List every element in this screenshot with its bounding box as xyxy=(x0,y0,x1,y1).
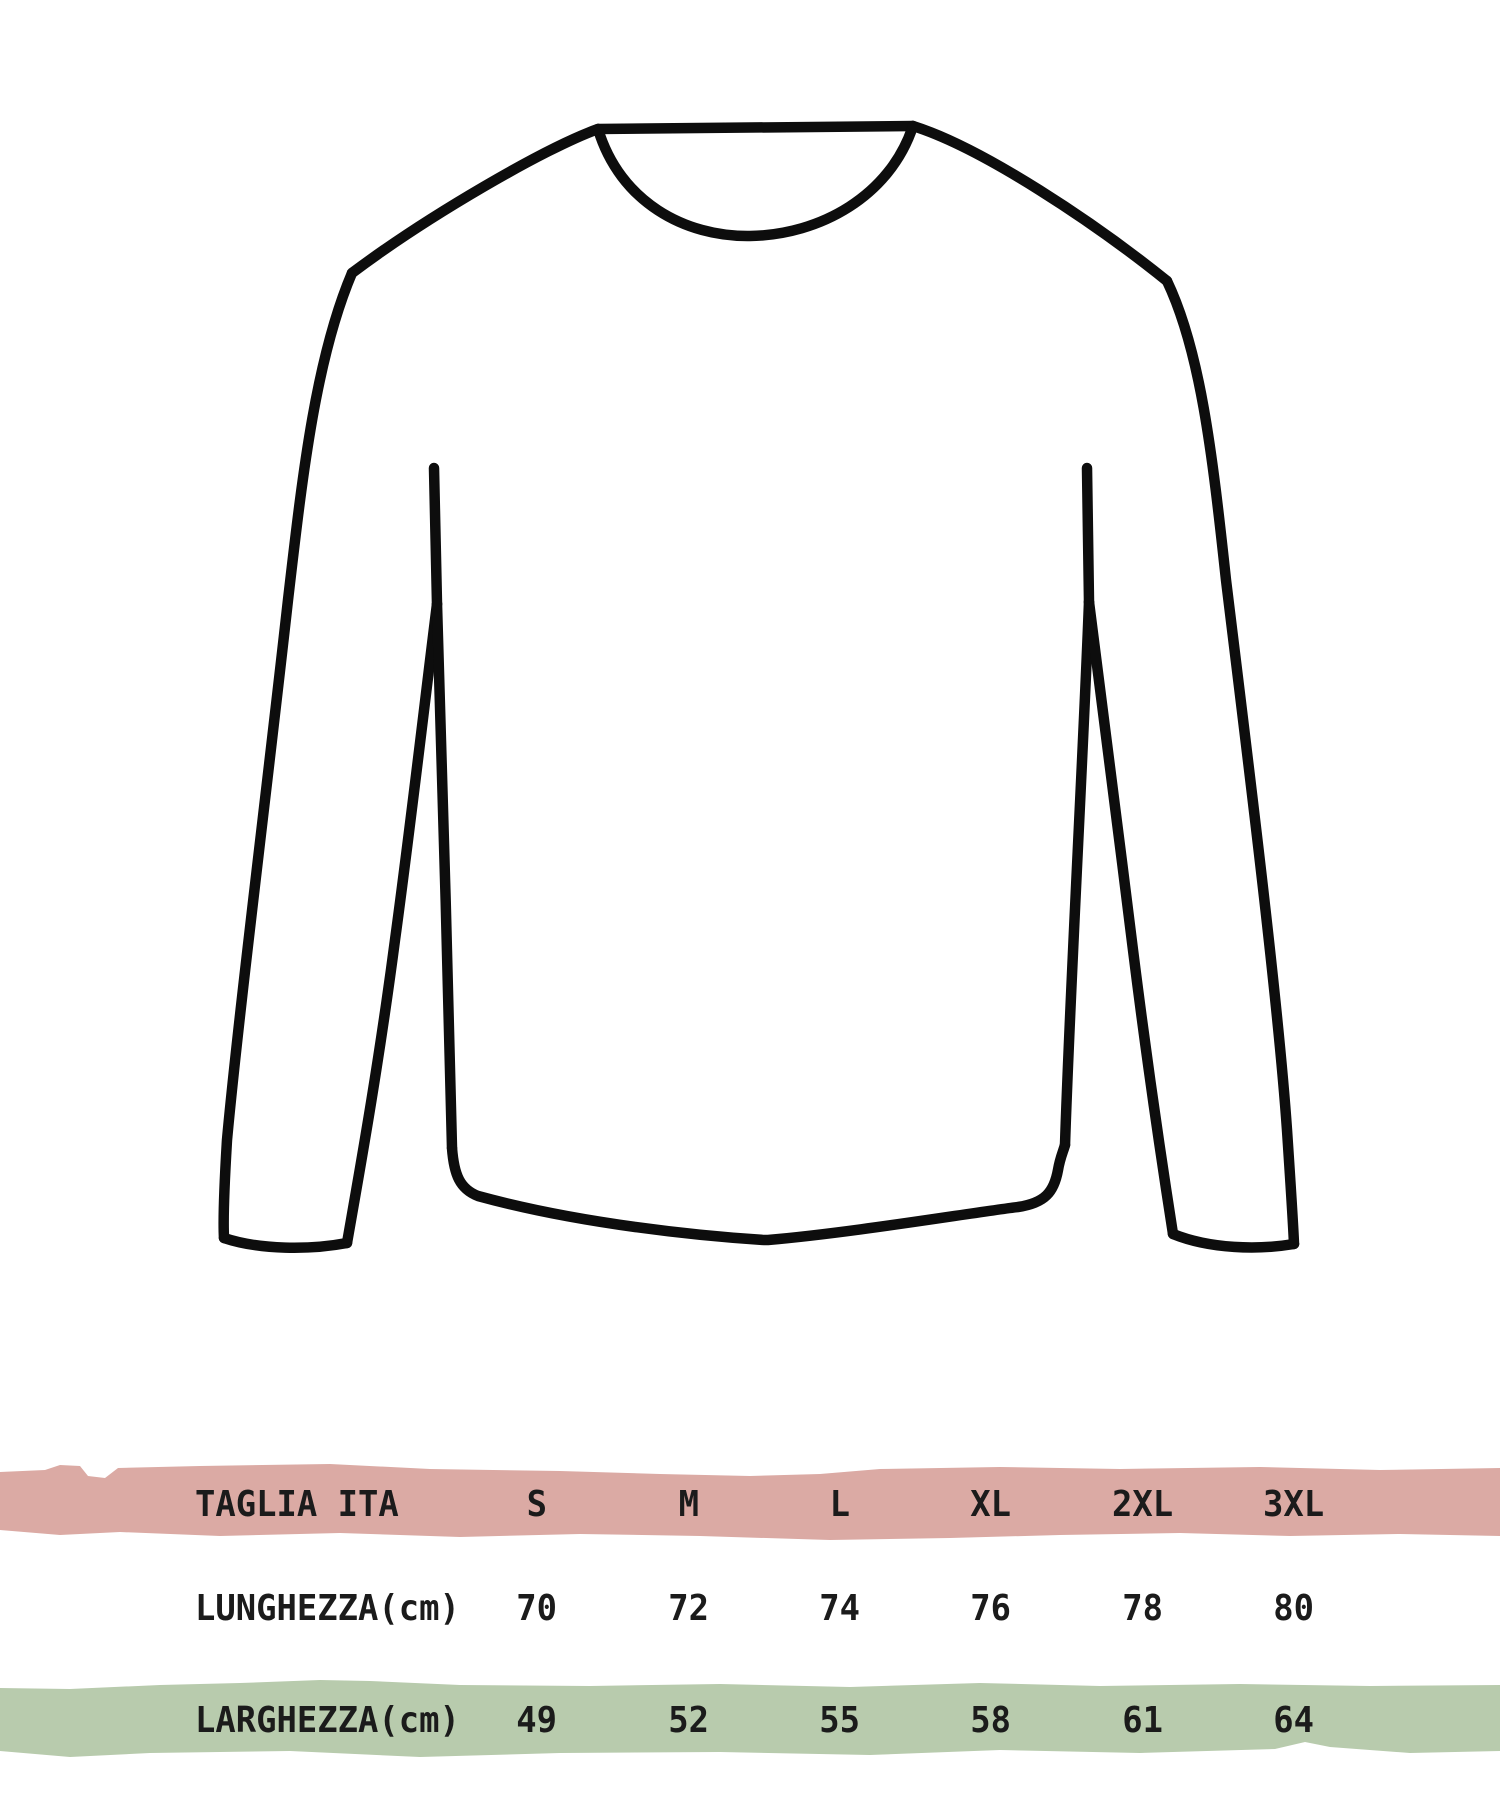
size-cell-m: M xyxy=(678,1483,700,1525)
left-armpit-seam xyxy=(428,462,443,610)
length-value-3xl: 80 xyxy=(1273,1587,1315,1629)
size-row: TAGLIA ITA S M L XL 2XL 3XL xyxy=(0,1472,1500,1536)
length-value-m: 72 xyxy=(668,1587,710,1629)
size-cell-3xl: 3XL xyxy=(1263,1483,1325,1525)
right-sleeve-inner-edge xyxy=(1083,596,1179,1240)
width-row-label: LARGHEZZA(cm) xyxy=(195,1699,460,1741)
size-cell-xl: XL xyxy=(970,1483,1012,1525)
width-row: LARGHEZZA(cm) 49 52 55 58 61 64 xyxy=(0,1688,1500,1752)
length-value-l: 74 xyxy=(819,1587,861,1629)
width-row-band xyxy=(0,1680,1500,1757)
right-body-side xyxy=(1059,596,1095,1151)
size-cell-l: L xyxy=(829,1483,851,1525)
width-value-m: 52 xyxy=(668,1699,710,1741)
size-cell-2xl: 2XL xyxy=(1112,1483,1174,1525)
length-value-xl: 76 xyxy=(970,1587,1012,1629)
collar-top-line xyxy=(592,120,919,135)
collar-scoop xyxy=(592,120,919,242)
length-row-label: LUNGHEZZA(cm) xyxy=(195,1587,460,1629)
width-value-xl: 58 xyxy=(970,1699,1012,1741)
width-value-2xl: 61 xyxy=(1122,1699,1164,1741)
size-cell-s: S xyxy=(526,1483,548,1525)
left-sleeve-inner-edge xyxy=(341,598,443,1249)
width-value-s: 49 xyxy=(516,1699,558,1741)
left-cuff xyxy=(218,1232,353,1253)
size-row-band xyxy=(0,1464,1500,1540)
right-cuff xyxy=(1167,1228,1300,1253)
left-shoulder-seam xyxy=(346,123,604,279)
length-value-s: 70 xyxy=(516,1587,558,1629)
width-value-l: 55 xyxy=(819,1699,861,1741)
right-sleeve-outer-edge xyxy=(1161,275,1300,1250)
left-sleeve-outer-edge xyxy=(218,267,358,1244)
bottom-hem xyxy=(446,1139,1071,1246)
size-row-label: TAGLIA ITA xyxy=(195,1483,399,1525)
length-value-2xl: 78 xyxy=(1122,1587,1164,1629)
width-value-3xl: 64 xyxy=(1273,1699,1315,1741)
length-row: LUNGHEZZA(cm) 70 72 74 76 78 80 xyxy=(0,1576,1500,1640)
left-body-side xyxy=(431,598,458,1154)
right-armpit-seam xyxy=(1081,462,1095,608)
right-shoulder-seam xyxy=(907,120,1173,287)
